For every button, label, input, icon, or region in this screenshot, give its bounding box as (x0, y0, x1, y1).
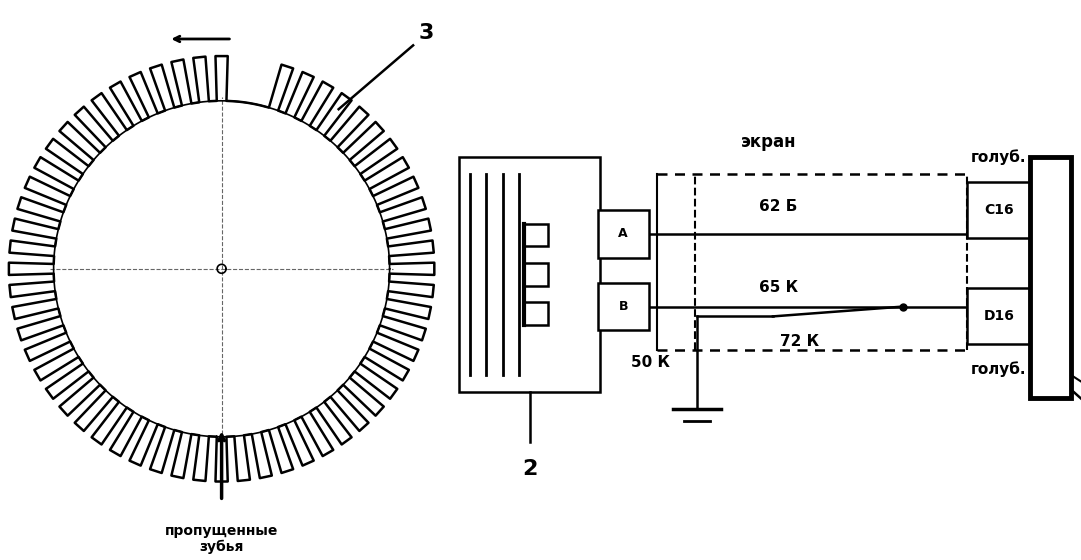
Bar (1030, 157, 1071, 398)
Text: 62 Б: 62 Б (759, 199, 798, 214)
Text: А: А (618, 227, 628, 240)
Text: 3: 3 (418, 22, 433, 43)
Bar (598, 210, 649, 258)
Text: C16: C16 (984, 203, 1014, 217)
Bar (967, 182, 1030, 238)
FancyBboxPatch shape (524, 263, 548, 286)
Text: В: В (618, 300, 628, 313)
Text: 50 К: 50 К (631, 355, 670, 370)
Text: 72 К: 72 К (780, 334, 819, 349)
Text: 2: 2 (522, 459, 537, 479)
FancyBboxPatch shape (524, 302, 548, 325)
Bar (967, 288, 1030, 344)
Text: экран: экран (742, 133, 797, 151)
Text: 65 К: 65 К (759, 281, 798, 296)
Bar (598, 283, 649, 330)
Text: голуб.: голуб. (971, 150, 1027, 165)
Text: голуб.: голуб. (971, 361, 1027, 377)
FancyBboxPatch shape (524, 224, 548, 246)
Bar (459, 157, 600, 392)
Text: пропущенные
зубья: пропущенные зубья (165, 524, 278, 554)
Text: D16: D16 (984, 309, 1014, 324)
